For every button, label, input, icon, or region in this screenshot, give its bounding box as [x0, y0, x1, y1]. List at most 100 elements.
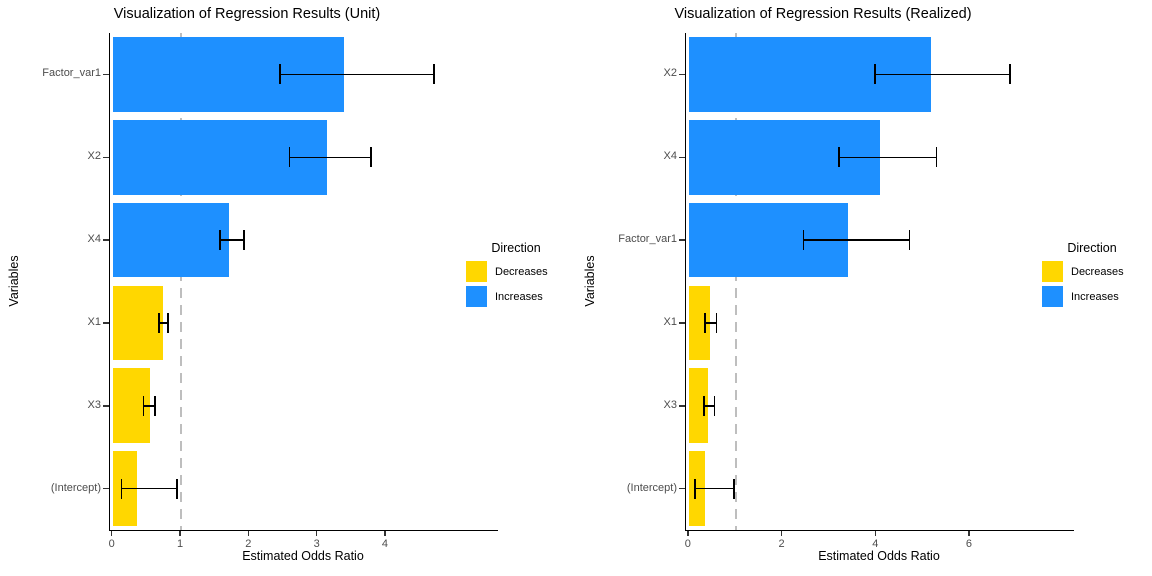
- error-bar-cap: [154, 395, 156, 416]
- y-tick-label: X1: [87, 315, 101, 328]
- error-bar-line: [694, 487, 734, 490]
- error-bar-line: [159, 322, 169, 324]
- error-bar-cap: [838, 147, 840, 168]
- x-tick: [179, 531, 181, 536]
- x-tick: [110, 531, 113, 536]
- y-tick: [679, 405, 685, 407]
- error-bar-cap: [704, 312, 706, 333]
- bar-X1: [112, 285, 164, 361]
- x-tick-label: 6: [965, 538, 973, 550]
- error-bar-line: [803, 239, 910, 241]
- y-tick: [679, 487, 685, 490]
- chart-title: Visualization of Regression Results (Uni…: [113, 6, 381, 22]
- y-tick-label: X4: [87, 233, 101, 246]
- error-bar-cap: [433, 64, 435, 85]
- error-bar-cap: [243, 230, 245, 251]
- y-tick-label: X3: [663, 398, 677, 411]
- error-bar-line: [874, 73, 1010, 76]
- error-bar-cap: [935, 147, 938, 168]
- error-bar-line: [838, 156, 937, 158]
- x-axis-title: Estimated Odds Ratio: [242, 549, 364, 563]
- legend-label: Decreases: [495, 265, 548, 278]
- y-tick-label: (Intercept): [50, 481, 101, 494]
- error-bar-line: [121, 487, 177, 490]
- x-tick: [384, 531, 386, 536]
- error-bar-cap: [219, 230, 221, 251]
- plot-panel: [109, 33, 498, 531]
- legend-swatch: [1042, 261, 1063, 282]
- x-tick-label: 1: [176, 538, 184, 550]
- y-tick-label: (Intercept): [626, 481, 677, 494]
- legend-entry: Decreases: [1042, 261, 1142, 282]
- error-bar-line: [703, 405, 715, 407]
- y-axis-title: Variables: [583, 255, 597, 307]
- y-tick-label: X4: [663, 150, 677, 163]
- bar-X4: [112, 202, 229, 278]
- y-tick: [103, 487, 109, 490]
- error-bar-line: [705, 322, 717, 324]
- error-bar-line: [219, 239, 244, 241]
- x-tick-label: 2: [245, 538, 252, 550]
- error-bar-cap: [874, 64, 876, 85]
- legend-label: Decreases: [1071, 265, 1124, 278]
- x-tick-label: 2: [778, 538, 785, 550]
- error-bar-cap: [120, 478, 123, 499]
- error-bar-cap: [288, 147, 291, 168]
- x-tick: [687, 531, 689, 536]
- x-tick: [874, 531, 876, 536]
- legend-swatch: [466, 261, 487, 282]
- x-tick-label: 3: [313, 538, 320, 550]
- y-tick: [103, 156, 109, 158]
- legend-title: Direction: [1067, 241, 1117, 255]
- y-tick: [679, 322, 685, 324]
- y-tick-label: Factor_var1: [42, 67, 101, 80]
- error-bar-cap: [1009, 64, 1011, 85]
- y-tick-label: Factor_var1: [618, 233, 677, 246]
- chart-realized: Visualization of Regression Results (Rea…: [576, 0, 1152, 576]
- y-tick-label: X2: [663, 67, 677, 80]
- bar-X3: [688, 368, 708, 444]
- y-tick-label: X3: [87, 398, 101, 411]
- legend-entries: Decreases Increases: [466, 261, 566, 307]
- plot-panel: [685, 33, 1074, 531]
- legend-entry: Increases: [1042, 286, 1142, 307]
- y-tick: [103, 405, 109, 407]
- error-bar-cap: [142, 395, 145, 416]
- y-tick: [679, 73, 685, 76]
- y-axis-title: Variables: [7, 255, 21, 307]
- legend-entries: Decreases Increases: [1042, 261, 1142, 307]
- x-tick: [315, 531, 318, 536]
- error-bar-cap: [802, 230, 805, 251]
- x-tick-label: 0: [108, 538, 115, 550]
- error-bar-cap: [703, 395, 705, 416]
- legend: Direction Decreases Increases: [466, 241, 566, 311]
- chart-title: Visualization of Regression Results (Rea…: [674, 6, 972, 22]
- legend-label: Increases: [1071, 290, 1119, 303]
- legend-entry: Increases: [466, 286, 566, 307]
- y-tick: [679, 239, 685, 241]
- y-tick: [679, 156, 685, 158]
- y-tick-label: X2: [87, 150, 101, 163]
- x-tick-label: 4: [381, 538, 389, 550]
- y-tick-label: X1: [663, 315, 677, 328]
- legend-entry: Decreases: [466, 261, 566, 282]
- legend-label: Increases: [495, 290, 543, 303]
- y-tick: [103, 322, 109, 324]
- legend: Direction Decreases Increases: [1042, 241, 1142, 311]
- error-bar-cap: [715, 312, 718, 333]
- y-tick: [103, 239, 109, 241]
- x-tick: [780, 531, 783, 536]
- error-bar-cap: [279, 64, 281, 85]
- legend-title: Direction: [491, 241, 541, 255]
- chart-unit: Visualization of Regression Results (Uni…: [7, 6, 566, 563]
- y-tick: [103, 73, 109, 76]
- bar-X1: [688, 285, 711, 361]
- error-bar-line: [289, 156, 371, 158]
- x-tick: [247, 531, 250, 536]
- error-bar-cap: [733, 478, 735, 499]
- error-bar-cap: [370, 147, 372, 168]
- error-bar-cap: [908, 230, 911, 251]
- x-axis-title: Estimated Odds Ratio: [818, 549, 940, 563]
- reference-line: [180, 33, 183, 530]
